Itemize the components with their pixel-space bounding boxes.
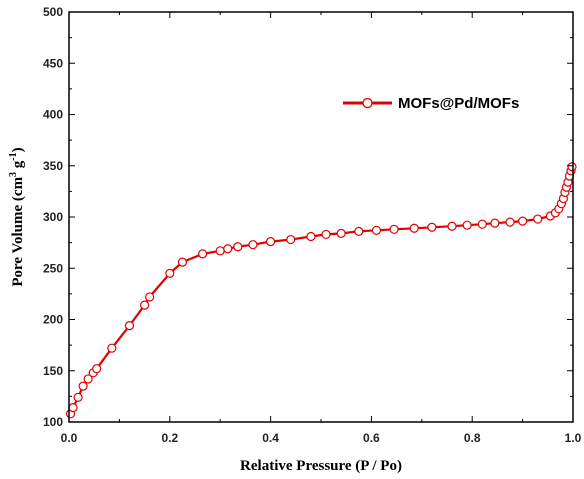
y-tick-label: 450 — [43, 56, 63, 70]
data-point — [223, 244, 233, 254]
data-point — [92, 364, 102, 374]
legend-label: MOFs@Pd/MOFs — [398, 95, 519, 112]
data-point — [107, 343, 117, 353]
x-tick-label: 0.8 — [464, 431, 481, 445]
y-tick-label: 400 — [43, 108, 63, 122]
data-point — [165, 268, 175, 278]
data-point — [462, 220, 472, 230]
data-point — [140, 300, 150, 310]
data-point — [78, 381, 88, 391]
series-line — [69, 166, 574, 415]
data-point — [266, 237, 276, 247]
data-point — [197, 249, 208, 259]
y-tick-label: 250 — [43, 261, 63, 275]
ticks-layer: 0.0 0.2 0.4 0.6 0.8 1.0 100 150 200 250 300 350 400 4… — [43, 5, 582, 445]
series-layer — [65, 162, 577, 419]
y-axis-title-end: ) — [10, 147, 26, 152]
data-point — [215, 246, 225, 256]
legend-marker — [362, 97, 373, 109]
data-point — [354, 226, 364, 236]
x-tick-label: 1.0 — [565, 431, 582, 445]
y-tick-label: 350 — [43, 159, 63, 173]
x-tick-label: 0.0 — [61, 431, 78, 445]
data-point — [286, 234, 296, 245]
y-axis-title-sup1: 3 — [8, 172, 19, 177]
x-tick-label: 0.2 — [161, 431, 178, 445]
data-point — [145, 292, 155, 302]
y-tick-label: 500 — [43, 5, 63, 19]
plot-frame — [68, 11, 574, 423]
data-point — [567, 162, 577, 172]
data-point — [477, 219, 487, 229]
y-tick-label: 200 — [43, 313, 63, 327]
data-point — [68, 403, 78, 413]
y-axis-title-sup2: -1 — [8, 152, 19, 160]
data-point — [321, 229, 331, 240]
legend: MOFs@Pd/MOFs — [343, 95, 519, 112]
x-tick-label: 0.6 — [363, 431, 380, 445]
data-point — [427, 222, 437, 232]
data-point — [336, 228, 346, 238]
data-point — [83, 374, 93, 384]
data-point — [371, 225, 382, 235]
data-point — [233, 242, 243, 252]
data-point — [517, 216, 528, 226]
x-tick-label: 0.4 — [262, 431, 279, 445]
x-axis-title: Relative Pressure (P / Po) — [240, 458, 402, 474]
data-point — [490, 218, 500, 228]
data-point — [533, 214, 543, 224]
data-point — [248, 240, 258, 250]
data-point — [177, 257, 187, 267]
data-point — [409, 223, 419, 233]
y-axis-title-mid: g — [10, 160, 26, 172]
y-axis-title-main: Pore Volume (cm — [10, 176, 26, 286]
data-point — [73, 392, 83, 402]
data-point — [124, 321, 135, 331]
y-axis-title: Pore Volume (cm3 g-1) — [8, 147, 26, 286]
y-tick-label: 100 — [43, 415, 63, 429]
y-tick-label: 300 — [43, 210, 63, 224]
data-point — [505, 217, 515, 227]
y-tick-label: 150 — [43, 364, 63, 378]
data-point — [447, 221, 457, 231]
data-point — [306, 231, 316, 242]
data-point — [389, 224, 399, 234]
